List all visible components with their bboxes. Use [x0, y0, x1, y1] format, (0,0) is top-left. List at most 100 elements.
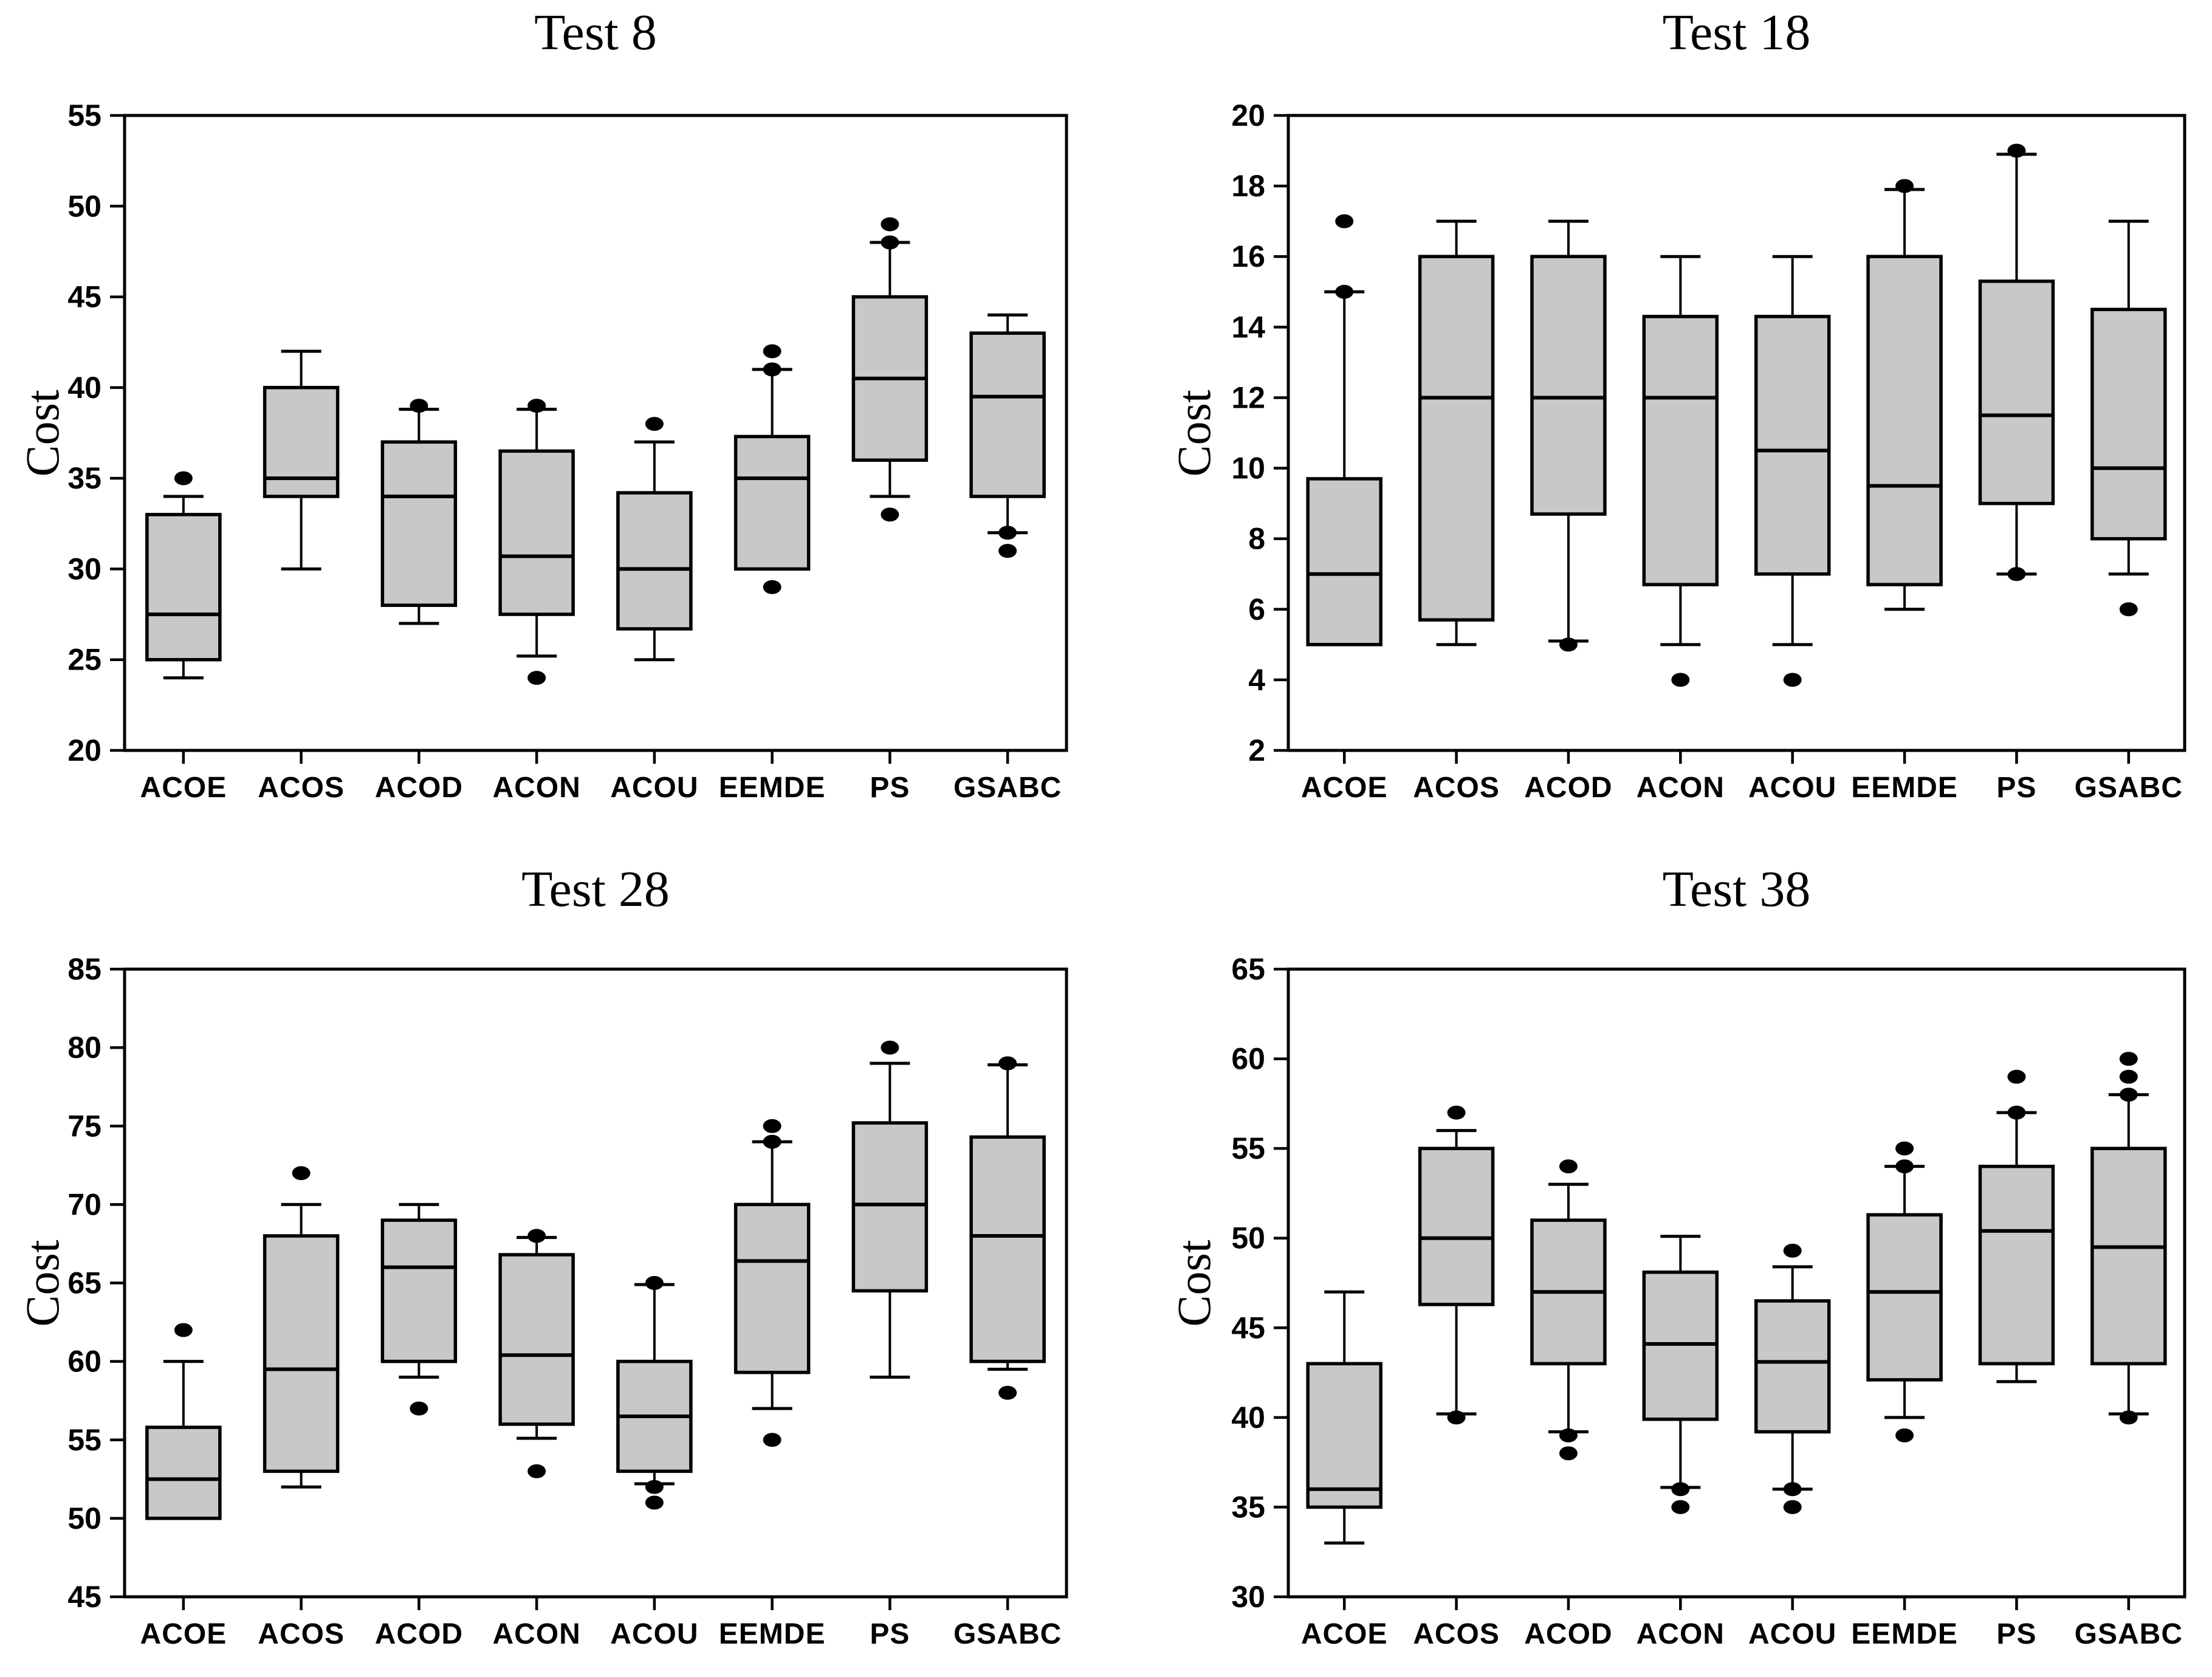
- outlier-dot: [1895, 179, 1914, 193]
- category-label: PS: [1996, 772, 2036, 804]
- category-label: GSABC: [2075, 1618, 2183, 1650]
- page-title: Test 18: [1662, 4, 1811, 61]
- outlier-dot: [1783, 1500, 1802, 1514]
- outlier-dot: [645, 1480, 664, 1494]
- outlier-dot: [645, 1276, 664, 1290]
- category-label: ACOD: [375, 772, 463, 804]
- category-label: ACOE: [1301, 772, 1388, 804]
- box-ACOS: [1418, 1147, 1495, 1306]
- category-label: EEMDE: [719, 1618, 826, 1650]
- category-label: ACOE: [140, 772, 227, 804]
- box-ACOE: [145, 513, 222, 662]
- y-axis-tick-label: 14: [1231, 310, 1265, 344]
- y-axis-tick-label: 30: [67, 552, 101, 586]
- y-axis-tick-label: 12: [1231, 380, 1265, 414]
- y-axis-tick-label: 10: [1231, 451, 1265, 485]
- outlier-dot: [2119, 1052, 2138, 1066]
- outlier-dot: [1783, 673, 1802, 687]
- outlier-dot: [2119, 1069, 2138, 1084]
- box-ACON: [498, 449, 575, 616]
- outlier-dot: [2119, 1410, 2138, 1425]
- outlier-dot: [1447, 1105, 1466, 1120]
- outlier-dot: [174, 1323, 193, 1337]
- box-PS: [1978, 1164, 2055, 1366]
- box-ACOD: [1530, 255, 1607, 516]
- outlier-dot: [763, 580, 781, 594]
- category-label: ACOS: [1413, 1618, 1500, 1650]
- box-GSABC: [969, 331, 1046, 498]
- y-axis-tick-label: 45: [67, 280, 101, 314]
- category-label: ACOS: [258, 772, 345, 804]
- outlier-dot: [1559, 1446, 1578, 1461]
- category-label: ACOE: [1301, 1618, 1388, 1650]
- category-label: ACOU: [1748, 1618, 1836, 1650]
- box-ACOE: [1306, 477, 1382, 646]
- box-ACOE: [145, 1425, 222, 1520]
- outlier-dot: [645, 1495, 664, 1510]
- y-axis-tick-label: 80: [67, 1031, 101, 1065]
- outlier-dot: [1671, 1482, 1690, 1497]
- outlier-dot: [527, 399, 546, 413]
- y-axis-tick-label: 85: [67, 952, 101, 986]
- category-label: EEMDE: [1851, 772, 1958, 804]
- outlier-dot: [1783, 1243, 1802, 1258]
- outlier-dot: [2007, 1105, 2026, 1120]
- boxplot-canvas-test-38: 30 35 40 45 50 55 60 65 ACOE ACOS ACOD ACON ACOU EEMD…: [1231, 952, 2186, 1650]
- y-axis-tick-label: 75: [67, 1109, 101, 1143]
- outlier-dot: [998, 526, 1017, 540]
- box-EEMDE: [733, 434, 811, 571]
- y-axis-tick-label: 30: [1231, 1580, 1265, 1614]
- outlier-dot: [763, 1134, 781, 1149]
- category-label: PS: [870, 1618, 910, 1650]
- box-ACOE: [1306, 1362, 1382, 1509]
- category-label: ACOS: [258, 1618, 345, 1650]
- outlier-dot: [998, 1385, 1017, 1400]
- outlier-dot: [1783, 1482, 1802, 1497]
- y-axis-tick-label: 50: [1231, 1221, 1265, 1255]
- outlier-dot: [1447, 1410, 1466, 1425]
- plot-frame: [123, 114, 1068, 752]
- panel-test-8: Test 8 Cost 20 25 30 35 40 45 50 55 ACOE ACOS ACOD…: [0, 0, 1106, 838]
- page-title: Test 38: [1662, 861, 1811, 917]
- category-label: GSABC: [953, 1618, 1062, 1650]
- box-GSABC: [2090, 307, 2167, 541]
- outlier-dot: [645, 417, 664, 431]
- y-axis-tick-label: 35: [67, 461, 101, 495]
- panel-test-38: Test 38 Cost 30 35 40 45 50 55 60 65 ACOE ACOS ACO…: [1106, 838, 2212, 1677]
- outlier-dot: [1671, 673, 1690, 687]
- outlier-dot: [763, 344, 781, 358]
- category-label: ACON: [1637, 1618, 1725, 1650]
- outlier-dot: [1335, 214, 1354, 228]
- y-axis-tick-label: 70: [67, 1187, 101, 1221]
- boxplot-canvas-test-8: 20 25 30 35 40 45 50 55 ACOE ACOS ACOD ACON ACOU EEMD…: [67, 98, 1068, 804]
- y-axis-tick-label: 65: [1231, 952, 1265, 986]
- y-axis-tick-label: 25: [67, 643, 101, 677]
- outlier-dot: [881, 235, 899, 250]
- box-ACOD: [380, 1218, 458, 1363]
- outlier-dot: [763, 1433, 781, 1447]
- outlier-dot: [2119, 602, 2138, 617]
- y-axis-tick-label: 35: [1231, 1490, 1265, 1524]
- box-ACON: [1642, 315, 1719, 586]
- outlier-dot: [410, 399, 428, 413]
- outlier-dot: [1559, 1159, 1578, 1174]
- outlier-dot: [881, 1040, 899, 1055]
- plot-frame: [123, 967, 1068, 1599]
- category-label: GSABC: [2075, 772, 2183, 804]
- panel-test-18: Test 18 Cost 2 4 6 8 10 12 14 16 18 20 ACOE ACOS ACO…: [1106, 0, 2212, 838]
- box-ACOU: [1754, 1299, 1831, 1434]
- outlier-dot: [1559, 637, 1578, 652]
- outlier-dot: [527, 1229, 546, 1243]
- outlier-dot: [2007, 143, 2026, 158]
- box-GSABC: [969, 1135, 1046, 1363]
- outlier-dot: [2007, 1069, 2026, 1084]
- y-axis-tick-label: 45: [67, 1580, 101, 1614]
- plot-frame: [1286, 114, 2186, 752]
- category-label: ACON: [1637, 772, 1725, 804]
- y-axis-tick-label: 50: [67, 1501, 101, 1535]
- outlier-dot: [410, 1401, 428, 1416]
- y-axis-tick-label: 16: [1231, 239, 1265, 273]
- category-label: ACON: [492, 1618, 580, 1650]
- category-label: ACOE: [140, 1618, 227, 1650]
- y-axis-tick-label: 40: [67, 371, 101, 405]
